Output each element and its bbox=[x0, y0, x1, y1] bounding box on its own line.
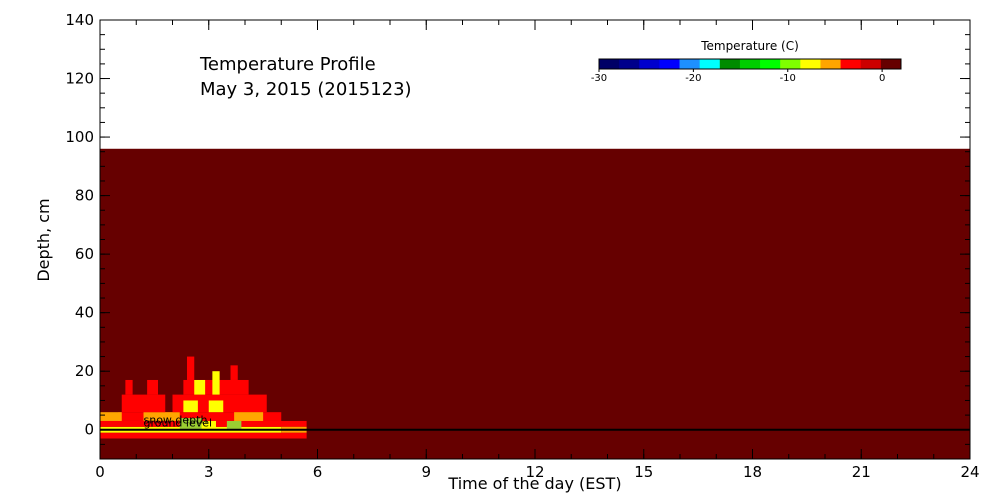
colorbar-tick-label: -20 bbox=[685, 73, 701, 84]
colorbar-cell bbox=[599, 59, 620, 69]
colorbar-cell bbox=[739, 59, 761, 69]
temperature-patch bbox=[183, 400, 198, 413]
x-tick-label: 15 bbox=[634, 463, 653, 481]
colorbar: Temperature (C) -30 -20 -10 0 bbox=[591, 39, 902, 84]
ground-level-label: ground level bbox=[144, 417, 213, 430]
colorbar-tick-label: 0 bbox=[879, 73, 885, 84]
colorbar-cell bbox=[619, 59, 640, 69]
temperature-patch bbox=[230, 365, 238, 380]
x-tick-label: 0 bbox=[95, 463, 105, 481]
colorbar-tick-label: -10 bbox=[780, 73, 796, 84]
colorbar-title: Temperature (C) bbox=[700, 39, 799, 53]
temperature-patch bbox=[143, 412, 180, 421]
x-tick-label: 12 bbox=[525, 463, 544, 481]
chart-subtitle: May 3, 2015 (2015123) bbox=[200, 79, 412, 100]
colorbar-cell bbox=[820, 59, 842, 69]
x-tick-label: 18 bbox=[743, 463, 762, 481]
colorbar-cell bbox=[860, 59, 882, 69]
temperature-patch bbox=[118, 412, 282, 421]
x-axis-title: Time of the day (EST) bbox=[447, 474, 621, 493]
colorbar-cell bbox=[659, 59, 681, 69]
temperature-patch bbox=[147, 379, 158, 395]
colorbar-cell bbox=[699, 59, 721, 69]
chart-title: Temperature Profile bbox=[199, 54, 376, 75]
colorbar-ticks: -30 -20 -10 0 bbox=[591, 69, 885, 84]
colorbar-cell bbox=[880, 59, 902, 69]
y-tick-label: 120 bbox=[65, 70, 94, 88]
colorbar-cell bbox=[719, 59, 741, 69]
temperature-patch bbox=[121, 394, 166, 413]
temperature-patch bbox=[100, 412, 122, 421]
temperature-patch bbox=[125, 379, 133, 395]
snow-depth-label: snow depth bbox=[144, 414, 208, 427]
colorbar-cell bbox=[760, 59, 781, 69]
y-tick-label: 0 bbox=[84, 421, 94, 439]
x-tick-label: 3 bbox=[204, 463, 214, 481]
y-tick-label: 100 bbox=[65, 128, 94, 146]
x-tick-label: 9 bbox=[421, 463, 431, 481]
y-tick-label: 60 bbox=[75, 245, 94, 263]
temperature-patch bbox=[179, 418, 202, 430]
temperature-patch bbox=[226, 420, 242, 430]
temperature-patch bbox=[187, 356, 195, 380]
x-tick-label: 24 bbox=[960, 463, 979, 481]
temperature-patch bbox=[194, 379, 206, 395]
x-tick-label: 21 bbox=[852, 463, 871, 481]
temperature-patch bbox=[234, 412, 264, 421]
temperature-patch bbox=[208, 400, 224, 413]
x-tick-label: 6 bbox=[313, 463, 323, 481]
colorbar-cells bbox=[599, 59, 902, 69]
temperature-patch bbox=[100, 432, 307, 439]
temperature-patch bbox=[201, 420, 216, 430]
y-tick-label: 140 bbox=[65, 11, 94, 29]
y-tick-label: 40 bbox=[75, 304, 94, 322]
colorbar-cell bbox=[639, 59, 660, 69]
temperature-patch bbox=[212, 371, 220, 395]
axes: 0 3 6 9 12 15 18 21 24 0 20 40 60 80 100 120 140 bbox=[65, 11, 979, 481]
y-axis-title: Depth, cm bbox=[34, 198, 53, 281]
y-tick-label: 80 bbox=[75, 187, 94, 205]
colorbar-frame bbox=[598, 58, 902, 70]
y-tick-label: 20 bbox=[75, 362, 94, 380]
colorbar-cell bbox=[800, 59, 821, 69]
colorbar-cell bbox=[840, 59, 862, 69]
colorbar-cell bbox=[679, 59, 701, 69]
colorbar-cell bbox=[780, 59, 801, 69]
colorbar-tick-label: -30 bbox=[591, 73, 607, 84]
